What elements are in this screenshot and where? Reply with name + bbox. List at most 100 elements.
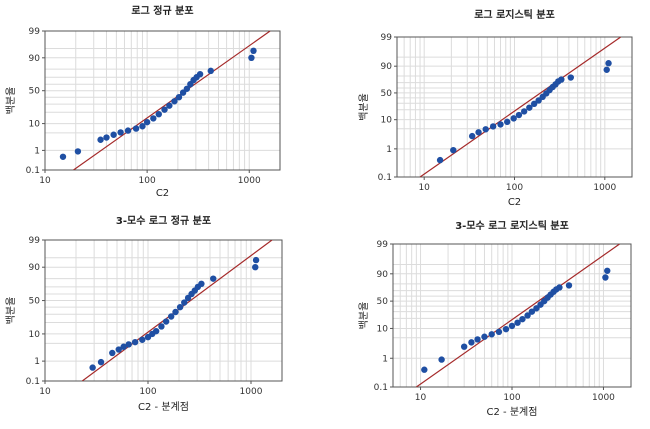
data-point <box>481 333 488 340</box>
data-point <box>183 85 191 92</box>
data-point <box>482 126 489 133</box>
y-tick-label: 99 <box>29 236 41 246</box>
x-tick-label: 1000 <box>238 176 261 186</box>
data-point <box>158 323 165 330</box>
y-tick-label: 10 <box>29 330 41 340</box>
data-point <box>497 121 504 128</box>
x-gridlines <box>44 31 281 170</box>
data-point <box>198 280 205 288</box>
data-point <box>421 366 428 373</box>
y-tick-label: 0.1 <box>374 383 388 393</box>
data-point <box>503 118 511 126</box>
data-point <box>530 100 538 108</box>
data-point <box>124 127 132 134</box>
y-tick-label: 99 <box>29 27 41 37</box>
data-point <box>74 148 82 155</box>
data-point <box>143 118 151 126</box>
y-gridlines <box>45 239 282 362</box>
y-tick-label: 99 <box>377 240 389 250</box>
data-point <box>139 123 146 130</box>
chart-panel-3: 10 100 1000 0.1 1 10 50 90 99 3-모수 로그 정규 분포 C2 - 분… <box>5 214 283 413</box>
data-point <box>524 312 531 319</box>
x-gridlines <box>392 244 632 387</box>
x-axis-label: C2 - 분계점 <box>138 401 189 413</box>
data-point <box>59 153 67 160</box>
y-tick-label: 0.1 <box>26 166 40 176</box>
y-tick-label: 0.1 <box>26 377 40 387</box>
data-point <box>558 76 565 83</box>
x-gridlines <box>396 37 633 177</box>
y-tick-label: 50 <box>381 89 393 99</box>
x-tick-label: 10 <box>415 393 427 403</box>
y-tick-label: 50 <box>377 297 389 307</box>
data-points <box>59 47 257 160</box>
data-point <box>567 74 574 81</box>
data-point <box>139 336 146 343</box>
data-point <box>132 125 140 132</box>
x-tick-label: 10 <box>39 176 51 186</box>
y-tick-label: 90 <box>29 263 41 273</box>
y-tick-label: 10 <box>29 120 41 130</box>
data-point <box>602 274 609 281</box>
fit-line <box>419 37 622 177</box>
data-point <box>438 356 445 363</box>
data-point <box>181 299 188 306</box>
y-axis-label: 백분율 <box>358 93 370 121</box>
data-points <box>421 267 611 373</box>
y-tick-label: 10 <box>381 116 393 126</box>
y-gridlines <box>45 30 280 151</box>
data-point <box>131 338 139 346</box>
chart-panel-1: 10 100 1000 0.1 1 10 50 90 99 로그 정규 분포 C2 백분율 <box>5 4 281 199</box>
y-tick-label: 1 <box>34 357 40 367</box>
data-point <box>120 343 127 350</box>
y-tick-label: 10 <box>377 324 389 334</box>
data-points <box>436 60 612 164</box>
data-point <box>210 275 217 282</box>
data-point <box>155 110 162 118</box>
x-tick-label: 1000 <box>592 393 615 403</box>
data-point <box>460 343 468 350</box>
y-tick-label: 90 <box>381 62 393 72</box>
x-tick-label: 100 <box>503 393 520 403</box>
plot-frame <box>44 30 281 171</box>
x-tick-label: 1000 <box>240 387 263 397</box>
data-point <box>450 146 457 154</box>
data-point <box>97 358 105 366</box>
data-point <box>556 284 563 291</box>
data-point <box>172 308 179 316</box>
data-point <box>250 47 257 55</box>
data-point <box>514 319 521 326</box>
chart-title: 3-모수 로그 정규 분포 <box>116 214 211 227</box>
x-axis-label: C2 - 분계점 <box>487 406 538 418</box>
data-point <box>468 339 475 346</box>
data-point <box>171 98 178 105</box>
data-point <box>508 322 516 330</box>
data-point <box>528 308 536 315</box>
y-tick-label: 50 <box>29 297 41 307</box>
chart-title: 로그 정규 분포 <box>131 4 193 17</box>
data-point <box>488 331 495 338</box>
x-tick-label: 100 <box>139 176 156 186</box>
y-tick-label: 90 <box>377 270 389 280</box>
data-point <box>97 136 104 143</box>
y-tick-label: 50 <box>29 87 41 97</box>
data-point <box>489 123 497 130</box>
fit-line <box>416 244 620 387</box>
y-tick-label: 99 <box>381 33 393 43</box>
y-tick-label: 90 <box>29 54 41 64</box>
chart-title: 3-모수 로그 로지스틱 분포 <box>455 219 569 232</box>
data-point <box>196 70 204 78</box>
y-tick-label: 1 <box>382 354 388 364</box>
x-axis-label: C2 <box>156 188 169 199</box>
data-point <box>252 256 260 264</box>
data-point <box>115 346 122 353</box>
data-points <box>89 256 260 371</box>
data-point <box>103 134 110 141</box>
x-tick-label: 10 <box>39 387 51 397</box>
data-point <box>162 318 170 325</box>
data-point <box>515 111 523 119</box>
data-point <box>207 67 214 75</box>
y-tick-label: 1 <box>34 146 40 156</box>
chart-panel-4: 10 100 1000 0.1 1 10 50 90 99 3-모수 로그 로지스틱 분포 C2 -… <box>358 219 632 418</box>
